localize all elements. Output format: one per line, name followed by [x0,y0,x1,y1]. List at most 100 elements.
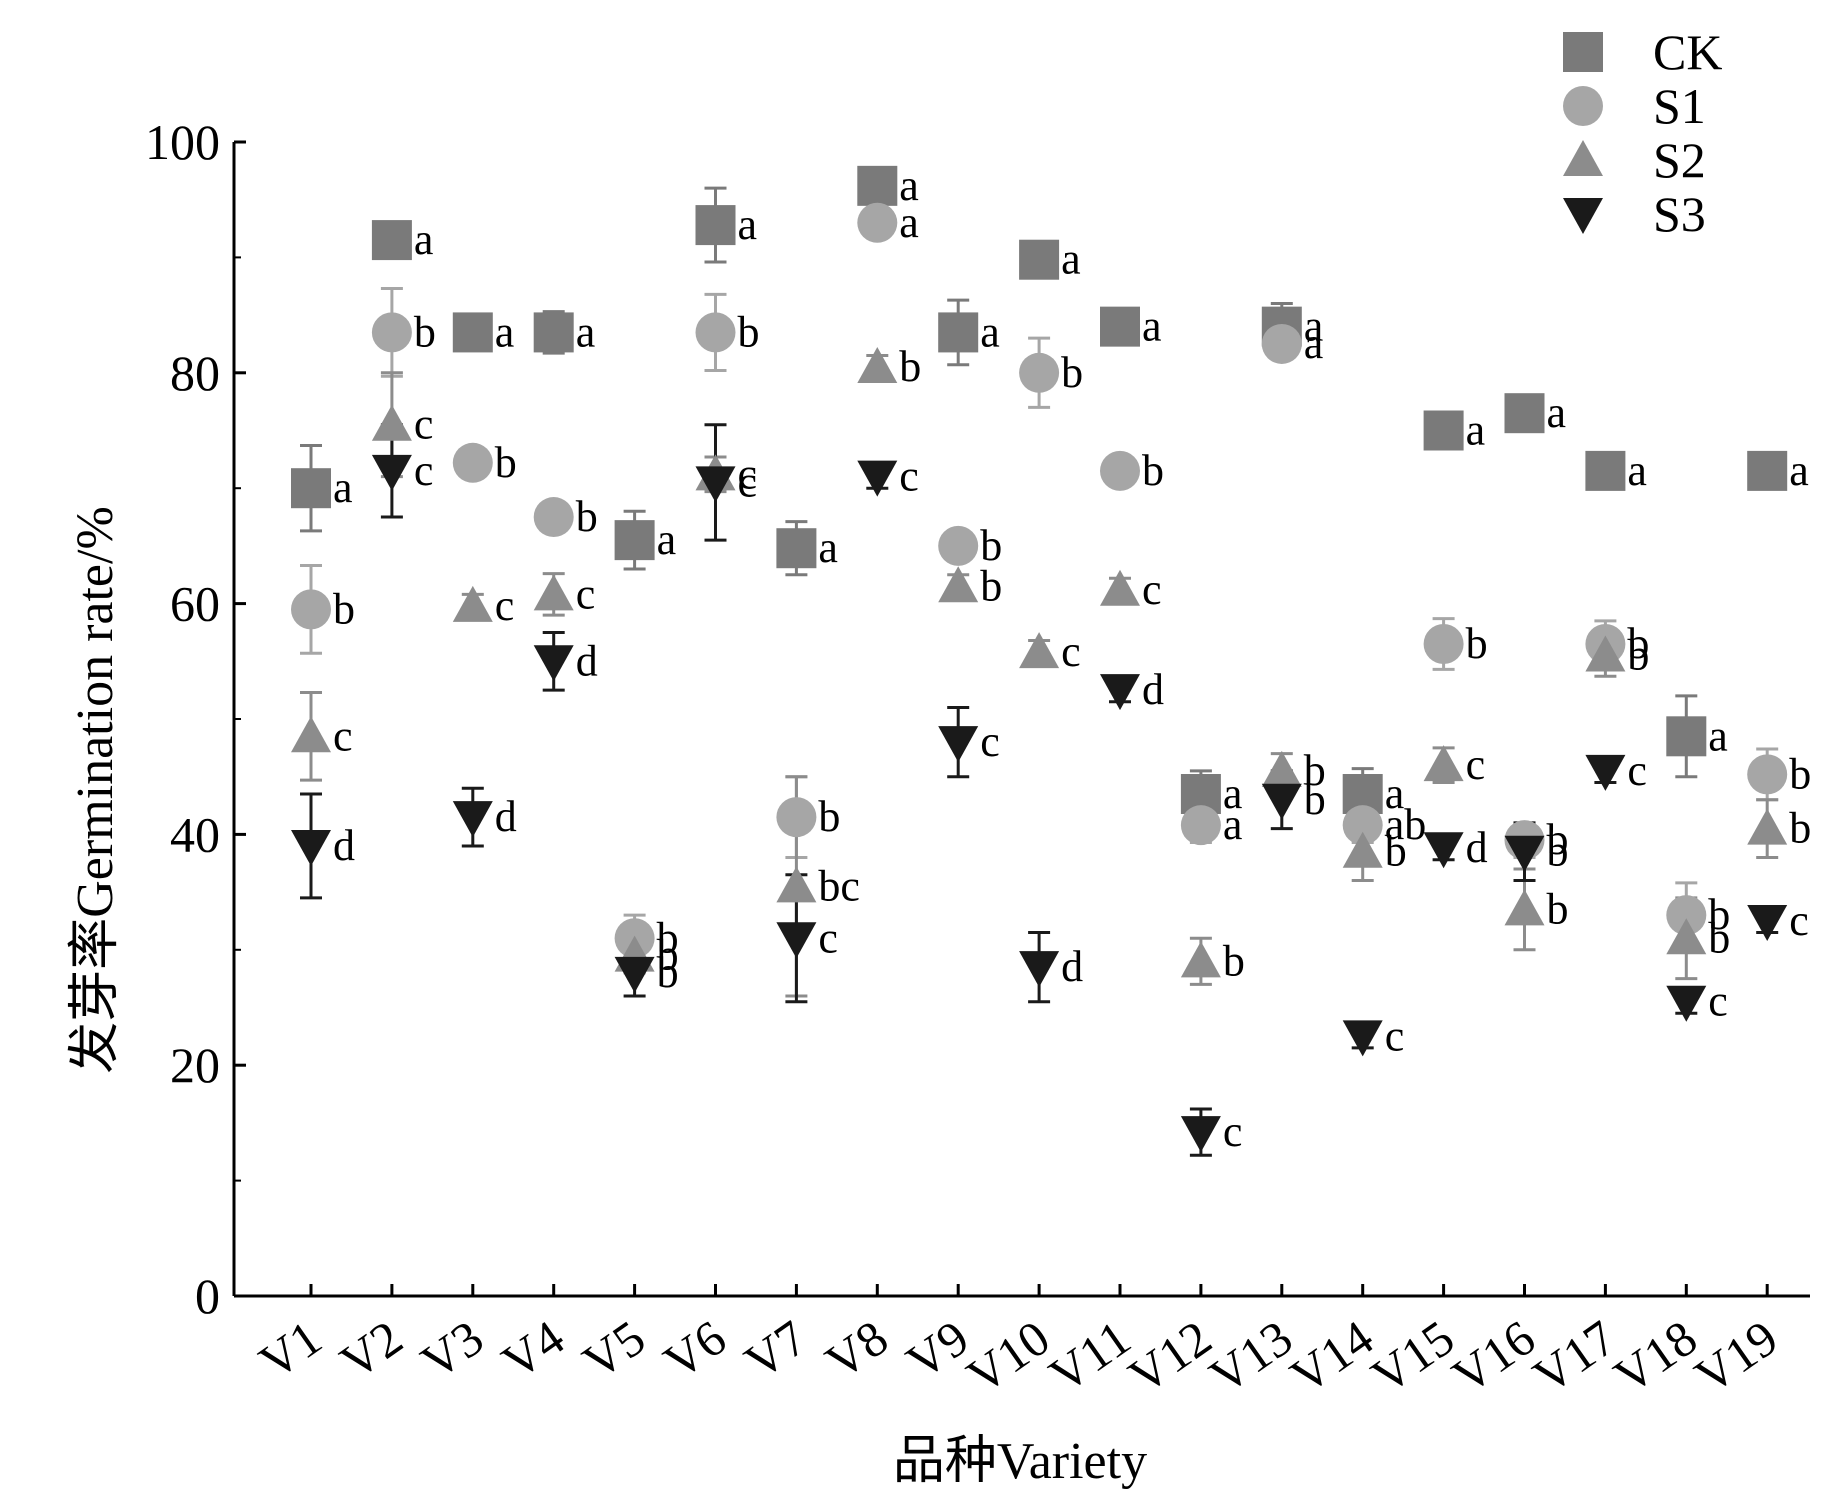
data-point [291,468,331,509]
data-point [695,466,736,503]
significance-letter: b [1547,827,1569,876]
data-point [695,205,736,246]
significance-letter: a [1466,406,1486,455]
data-point [452,801,493,838]
data-point [1180,805,1221,846]
significance-letter: b [1627,619,1649,668]
x-tick-label: V5 [573,1309,655,1390]
significance-letter: b [1385,827,1407,876]
significance-letter: b [1708,913,1730,962]
significance-letter: a [1708,711,1728,760]
significance-letter: a [414,215,434,264]
significance-letter: c [980,717,1000,766]
y-tick-label: 60 [170,576,220,632]
significance-letter: b [1061,348,1083,397]
data-point [857,165,898,206]
significance-letter: a [495,307,515,356]
significance-letter: b [657,931,679,980]
data-point [1180,1116,1221,1153]
data-point [1585,635,1626,672]
data-point [776,797,817,838]
significance-letter: bc [818,861,860,910]
data-point [776,922,817,959]
x-tick-label: V9 [896,1309,978,1390]
legend-label: S3 [1653,186,1706,242]
data-point [1666,895,1707,936]
significance-letter: c [818,913,838,962]
significance-letter: a [980,307,1000,356]
significance-letter: a [818,523,838,572]
data-point [452,585,493,622]
significance-letter: c [495,581,515,630]
x-tick-label: V7 [735,1309,817,1390]
axes: 020406080100V1V2V3V4V5V6V7V8V9V10V11V12V… [145,114,1810,1404]
significance-letter: b [1304,775,1326,824]
significance-letter: c [899,452,919,501]
data-point [1423,623,1464,664]
significance-letter: d [1466,823,1488,872]
significance-letter: b [1142,446,1164,495]
y-tick-label: 20 [170,1037,220,1093]
x-tick-label: V6 [654,1309,736,1390]
significance-letter: c [414,400,434,449]
significance-letter: b [1789,749,1811,798]
significance-letter: a [899,161,919,210]
data-point [452,312,493,353]
significance-letter: c [1223,1107,1243,1156]
significance-letter: d [1061,942,1083,991]
significance-letter: c [1061,627,1081,676]
data-point [1342,805,1383,846]
legend-marker [1563,198,1603,234]
data-point [1504,835,1545,872]
data-point [1261,750,1302,787]
x-axis-title: 品种Variety [893,1433,1147,1490]
data-point [1504,889,1545,926]
data-point [533,312,574,353]
significance-letter: b [657,948,679,997]
data-point [1342,1020,1383,1057]
data-point [938,525,979,566]
data-point [1423,832,1464,869]
data-point [1100,306,1140,347]
data-point [1747,904,1788,941]
data-point [452,442,493,483]
significance-letter: b [818,792,840,841]
data-point [1504,393,1545,434]
significance-letter: a [657,515,677,564]
significance-letter: c [738,449,758,498]
series-s3 [291,454,1788,1153]
data-point [291,829,331,866]
data-point [1423,745,1464,782]
significance-letter: b [980,561,1002,610]
significance-letter: b [1547,815,1569,864]
data-point [1180,941,1221,978]
y-tick-label: 100 [145,114,220,170]
significance-letter: c [333,711,353,760]
significance-letter: b [899,342,921,391]
significance-letter: b [1547,884,1569,933]
data-point [857,460,898,497]
significance-letter: a [1223,800,1243,849]
significance-letter: b [495,438,517,487]
data-point [1261,783,1302,820]
data-point [1666,918,1707,955]
legend-marker [1563,32,1603,72]
legend-label: CK [1653,24,1722,80]
data-point [938,566,979,603]
data-point [1747,808,1788,845]
data-point [371,404,412,441]
significance-letter: a [1142,302,1162,351]
series-s2 [291,347,1788,978]
significance-letter: b [1223,936,1245,985]
data-point [371,220,412,261]
significance-letter: c [576,569,596,618]
significance-letter: c [1627,746,1647,795]
x-tick-label: V2 [330,1309,412,1390]
significance-letter: b [980,521,1002,570]
y-tick-label: 0 [195,1268,220,1324]
data-point [695,312,736,353]
data-point [291,589,331,630]
